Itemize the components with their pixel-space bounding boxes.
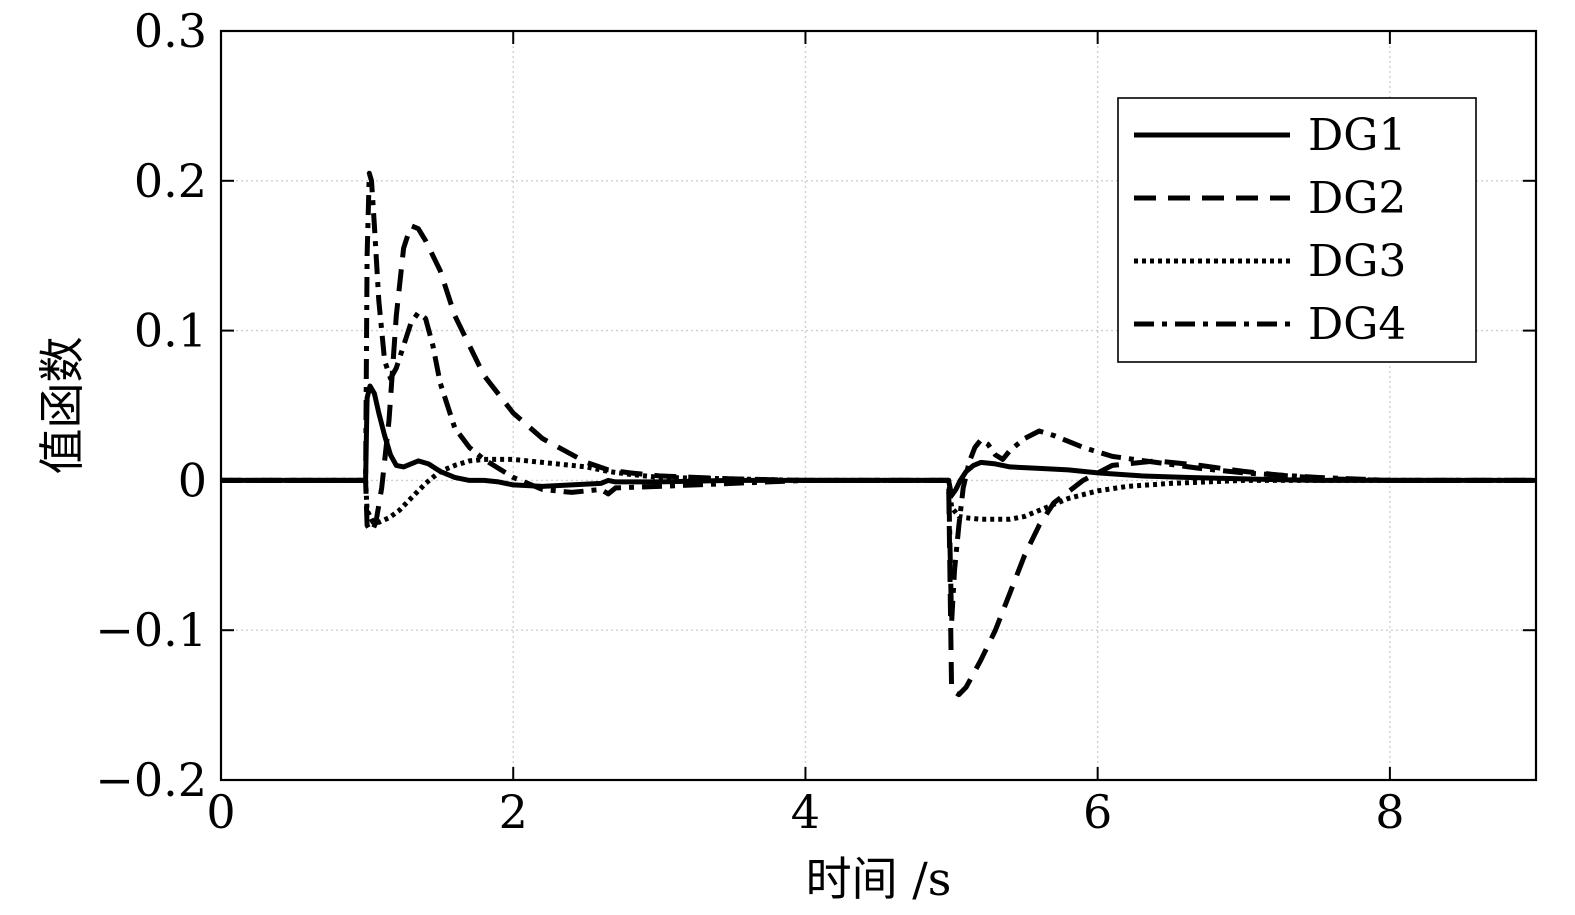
legend-frame [1117, 97, 1477, 363]
y-tick-label: 0 [178, 453, 207, 507]
series-lines [221, 170, 1536, 698]
legend-label-dg4: DG4 [1308, 299, 1406, 350]
legend-label-dg2: DG2 [1308, 173, 1406, 224]
series-line-dg3 [221, 456, 1536, 525]
y-tick-label: 0.1 [134, 304, 207, 358]
x-tick-label: 2 [499, 785, 528, 839]
x-tick-labels: 0 2 4 6 8 [206, 785, 1404, 839]
x-tick-label: 8 [1375, 785, 1404, 839]
y-tick-label: 0.3 [134, 4, 207, 58]
legend-label-dg3: DG3 [1308, 236, 1406, 287]
x-tick-label: 0 [206, 785, 235, 839]
tick-marks [220, 30, 1536, 781]
series-line-dg4 [221, 170, 1536, 626]
y-tick-labels: −0.2 −0.1 0 0.1 0.2 0.3 [95, 4, 207, 807]
x-tick-label: 4 [791, 785, 820, 839]
y-tick-label: −0.1 [95, 603, 207, 657]
plot-area-frame [219, 29, 1538, 782]
x-tick-label: 6 [1083, 785, 1112, 839]
legend: DG1 DG2 DG3 DG4 [1117, 97, 1477, 363]
y-tick-label: −0.2 [95, 753, 207, 807]
series-line-dg2 [221, 223, 1536, 698]
legend-label-dg1: DG1 [1308, 110, 1406, 161]
y-axis-label: 值函数 [35, 337, 89, 475]
series-line-dg1 [221, 383, 1536, 498]
x-axis-label: 时间 /s [806, 852, 952, 906]
y-tick-label: 0.2 [134, 154, 207, 208]
